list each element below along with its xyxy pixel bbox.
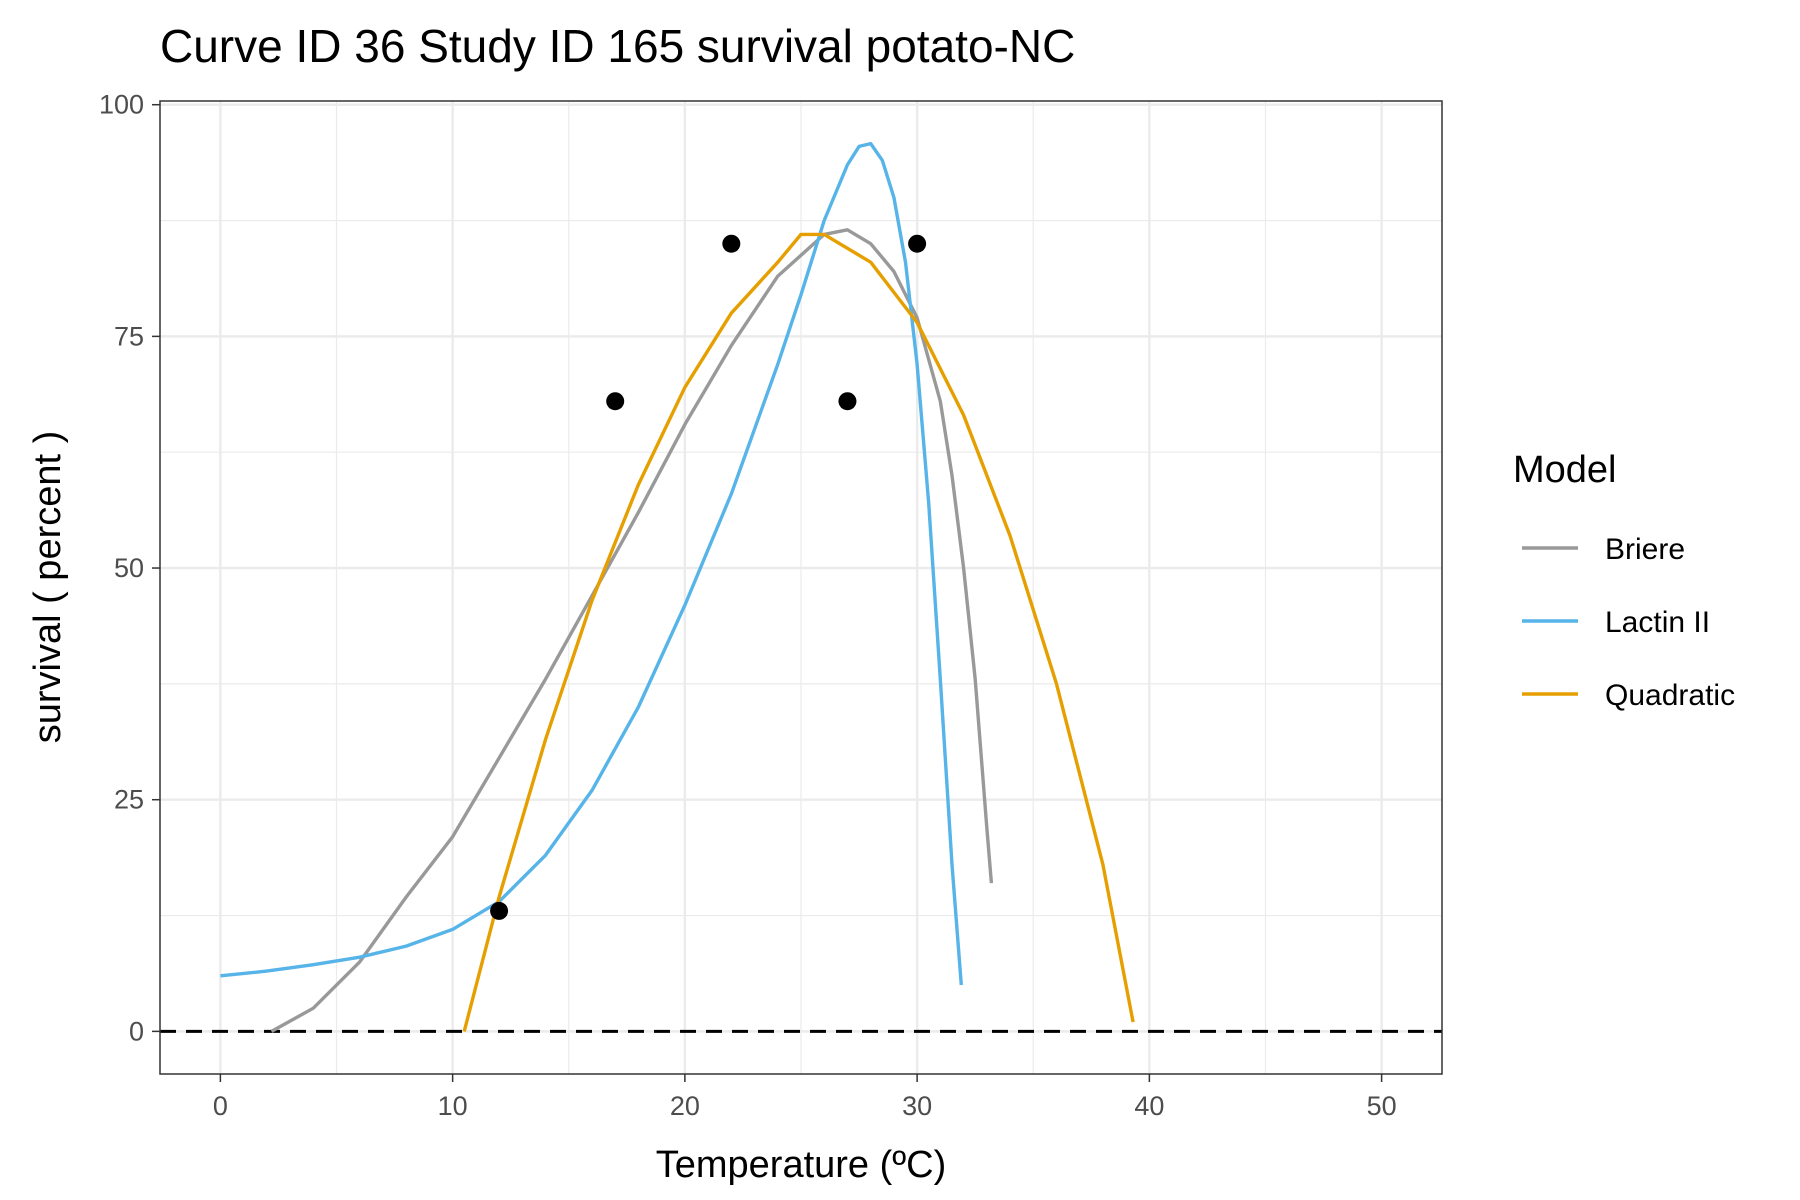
x-tick-label: 20 [670,1091,700,1121]
legend-title: Model [1513,449,1617,491]
y-axis-title: survival ( percent ) [27,431,69,744]
y-tick-label: 100 [99,90,144,120]
chart-title: Curve ID 36 Study ID 165 survival potato… [160,20,1075,72]
y-tick-label: 75 [114,321,144,351]
x-tick-label: 50 [1367,1091,1397,1121]
y-tick-label: 0 [129,1016,144,1046]
x-tick-label: 40 [1134,1091,1164,1121]
x-axis-title: Temperature (ºC) [656,1144,947,1186]
data-point [908,234,927,253]
series-line-lactin-ii [220,141,963,986]
data-point [606,392,625,411]
legend-entries: Briere Lactin II Quadratic [1522,533,1735,712]
data-point [838,392,857,411]
y-tick-label: 25 [114,785,144,815]
y-axis: 0 25 50 75 100 [99,90,160,1046]
plot-border [159,100,1443,1075]
legend-label-briere: Briere [1605,533,1685,566]
data-point [722,234,741,253]
points-layer [490,234,927,920]
x-tick-label: 10 [438,1091,468,1121]
grid-minor [160,101,1442,1074]
legend: Model Briere Lactin II Quadratic [1513,449,1735,712]
data-point [490,901,509,920]
x-tick-label: 0 [213,1091,228,1121]
series-layer [220,141,1135,1033]
x-axis: 0 10 20 30 40 50 [213,1074,1397,1121]
legend-label-lactin-ii: Lactin II [1605,606,1710,639]
y-tick-label: 50 [114,553,144,583]
series-line-briere [270,228,994,1033]
x-tick-label: 30 [902,1091,932,1121]
series-line-quadratic [462,232,1135,1032]
legend-label-quadratic: Quadratic [1605,679,1735,712]
